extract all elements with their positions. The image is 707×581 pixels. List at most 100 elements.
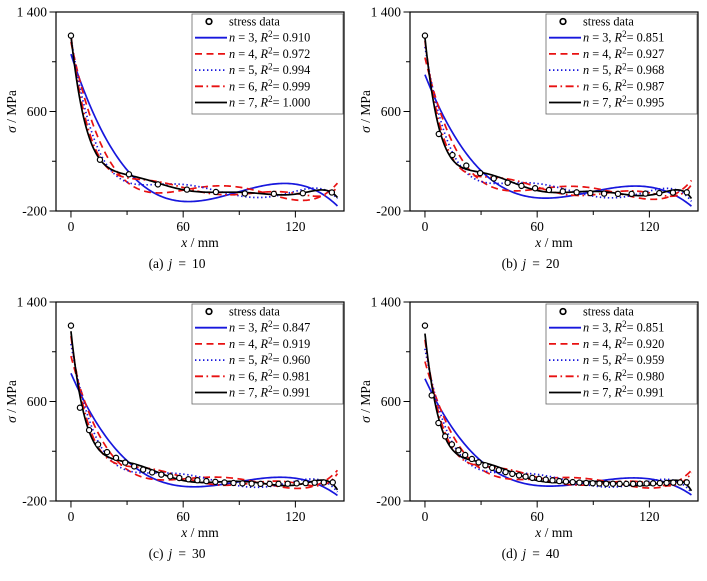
stress-data-point (589, 480, 596, 487)
stress-data-point (609, 480, 617, 487)
stress-data-point (76, 404, 84, 411)
legend-entry-label: n = 5, R2= 0.994 (229, 62, 310, 78)
stress-data-point (148, 469, 156, 476)
stress-data-point (421, 32, 429, 39)
stress-data-point (421, 322, 429, 329)
stress-data-points (67, 32, 336, 198)
stress-data-point (529, 474, 536, 482)
caption-value: 40 (545, 546, 560, 561)
legend-marker-label: stress data (229, 305, 280, 319)
stress-data-point (167, 473, 174, 480)
stress-data-point (230, 479, 237, 487)
stress-data-point (239, 480, 246, 487)
stress-data-point (482, 462, 489, 469)
x-tick-label: 60 (530, 219, 544, 234)
y-tick-label: 600 (381, 104, 402, 119)
stress-data-point (683, 189, 690, 196)
stress-data-point (176, 474, 183, 482)
stress-data-point (502, 468, 509, 476)
fit-curve-n3 (424, 378, 692, 496)
x-tick-label: 0 (422, 509, 429, 524)
stress-data-point (449, 151, 456, 159)
caption-variable: j (522, 546, 527, 561)
stress-data-point (535, 475, 543, 483)
stress-data-point (130, 463, 138, 470)
legend-entry-label: n = 4, R2= 0.919 (229, 335, 310, 351)
subplot-b-chart: 0 60 120 -200 600 1 400 x / mm σ / MPa stress da… (354, 0, 707, 250)
caption-prefix: (d) (501, 546, 518, 561)
x-axis-label: x / mm (180, 525, 219, 540)
y-axis-label: σ / MPa (358, 380, 373, 423)
stress-data-point (248, 480, 255, 487)
stress-data-point (183, 186, 191, 193)
stress-data-point (67, 322, 75, 329)
subplot-d-chart: 0 60 120 -200 600 1 400 x / mm σ / MPa stress da… (354, 290, 707, 540)
stress-data-point (562, 478, 570, 485)
x-tick-label: 120 (639, 219, 660, 234)
stress-data-point (509, 470, 516, 478)
stress-data-point (302, 479, 309, 487)
stress-data-point (284, 480, 291, 487)
stress-data-point (185, 476, 192, 483)
subplot-d: 0 60 120 -200 600 1 400 x / mm σ / MPa stress da… (354, 290, 707, 581)
plot-frame (409, 301, 699, 502)
axis-ticks (49, 301, 296, 508)
x-tick-label: 120 (639, 509, 660, 524)
stress-data-point (556, 477, 563, 485)
stress-data-point (475, 459, 482, 466)
stress-data-point (629, 480, 637, 488)
stress-data-point (311, 479, 318, 486)
stress-data-point (103, 448, 111, 456)
plot-frame (55, 11, 345, 212)
stress-data-point (522, 473, 529, 480)
stress-data-point (515, 472, 523, 479)
stress-data-point (270, 190, 278, 198)
legend-entry-label: n = 4, R2= 0.972 (229, 45, 310, 61)
stress-data-point (488, 464, 496, 472)
stress-data-point (669, 189, 677, 196)
x-axis-label: x / mm (534, 235, 573, 250)
subplot-d-caption: (d) j = 40 (354, 546, 707, 562)
fit-curve-n5 (70, 343, 339, 493)
y-tick-label: 600 (27, 394, 48, 409)
stress-data-point (154, 181, 162, 188)
stress-data-point (600, 190, 608, 197)
stress-data-point (275, 480, 282, 488)
legend-box (545, 303, 698, 405)
x-tick-label: 60 (176, 219, 190, 234)
stress-data-point (656, 479, 664, 487)
legend-marker-circle (559, 17, 567, 26)
stress-data-point (212, 188, 220, 196)
stress-data-points (421, 322, 690, 488)
caption-equals: = (532, 256, 540, 271)
stress-data-point (468, 455, 476, 463)
caption-variable: j (168, 546, 173, 561)
stress-data-point (531, 185, 539, 192)
caption-prefix: (c) (148, 546, 164, 561)
stress-data-point (435, 130, 443, 138)
stress-data-point (241, 190, 249, 197)
stress-data-point (628, 190, 635, 198)
stress-data-point (441, 433, 449, 440)
y-tick-label: 1 400 (371, 5, 402, 20)
axis-ticks (49, 11, 296, 218)
legend-entry-label: n = 3, R2= 0.910 (229, 29, 310, 45)
stress-data-point (542, 476, 549, 483)
caption-variable: j (168, 256, 173, 271)
stress-data-point (158, 471, 165, 478)
x-axis-label: x / mm (534, 525, 573, 540)
stress-data-point (670, 479, 677, 486)
stress-data-point (642, 190, 649, 197)
subplot-b-caption: (b) j = 20 (354, 256, 707, 272)
caption-variable: j (522, 256, 527, 271)
stress-data-point (328, 189, 336, 196)
x-axis-label: x / mm (180, 235, 219, 250)
stress-data-point (495, 466, 503, 474)
stress-data-point (299, 190, 307, 197)
stress-data-point (676, 479, 684, 486)
fit-curve-n3 (70, 53, 339, 207)
y-tick-label: 1 400 (371, 295, 402, 310)
